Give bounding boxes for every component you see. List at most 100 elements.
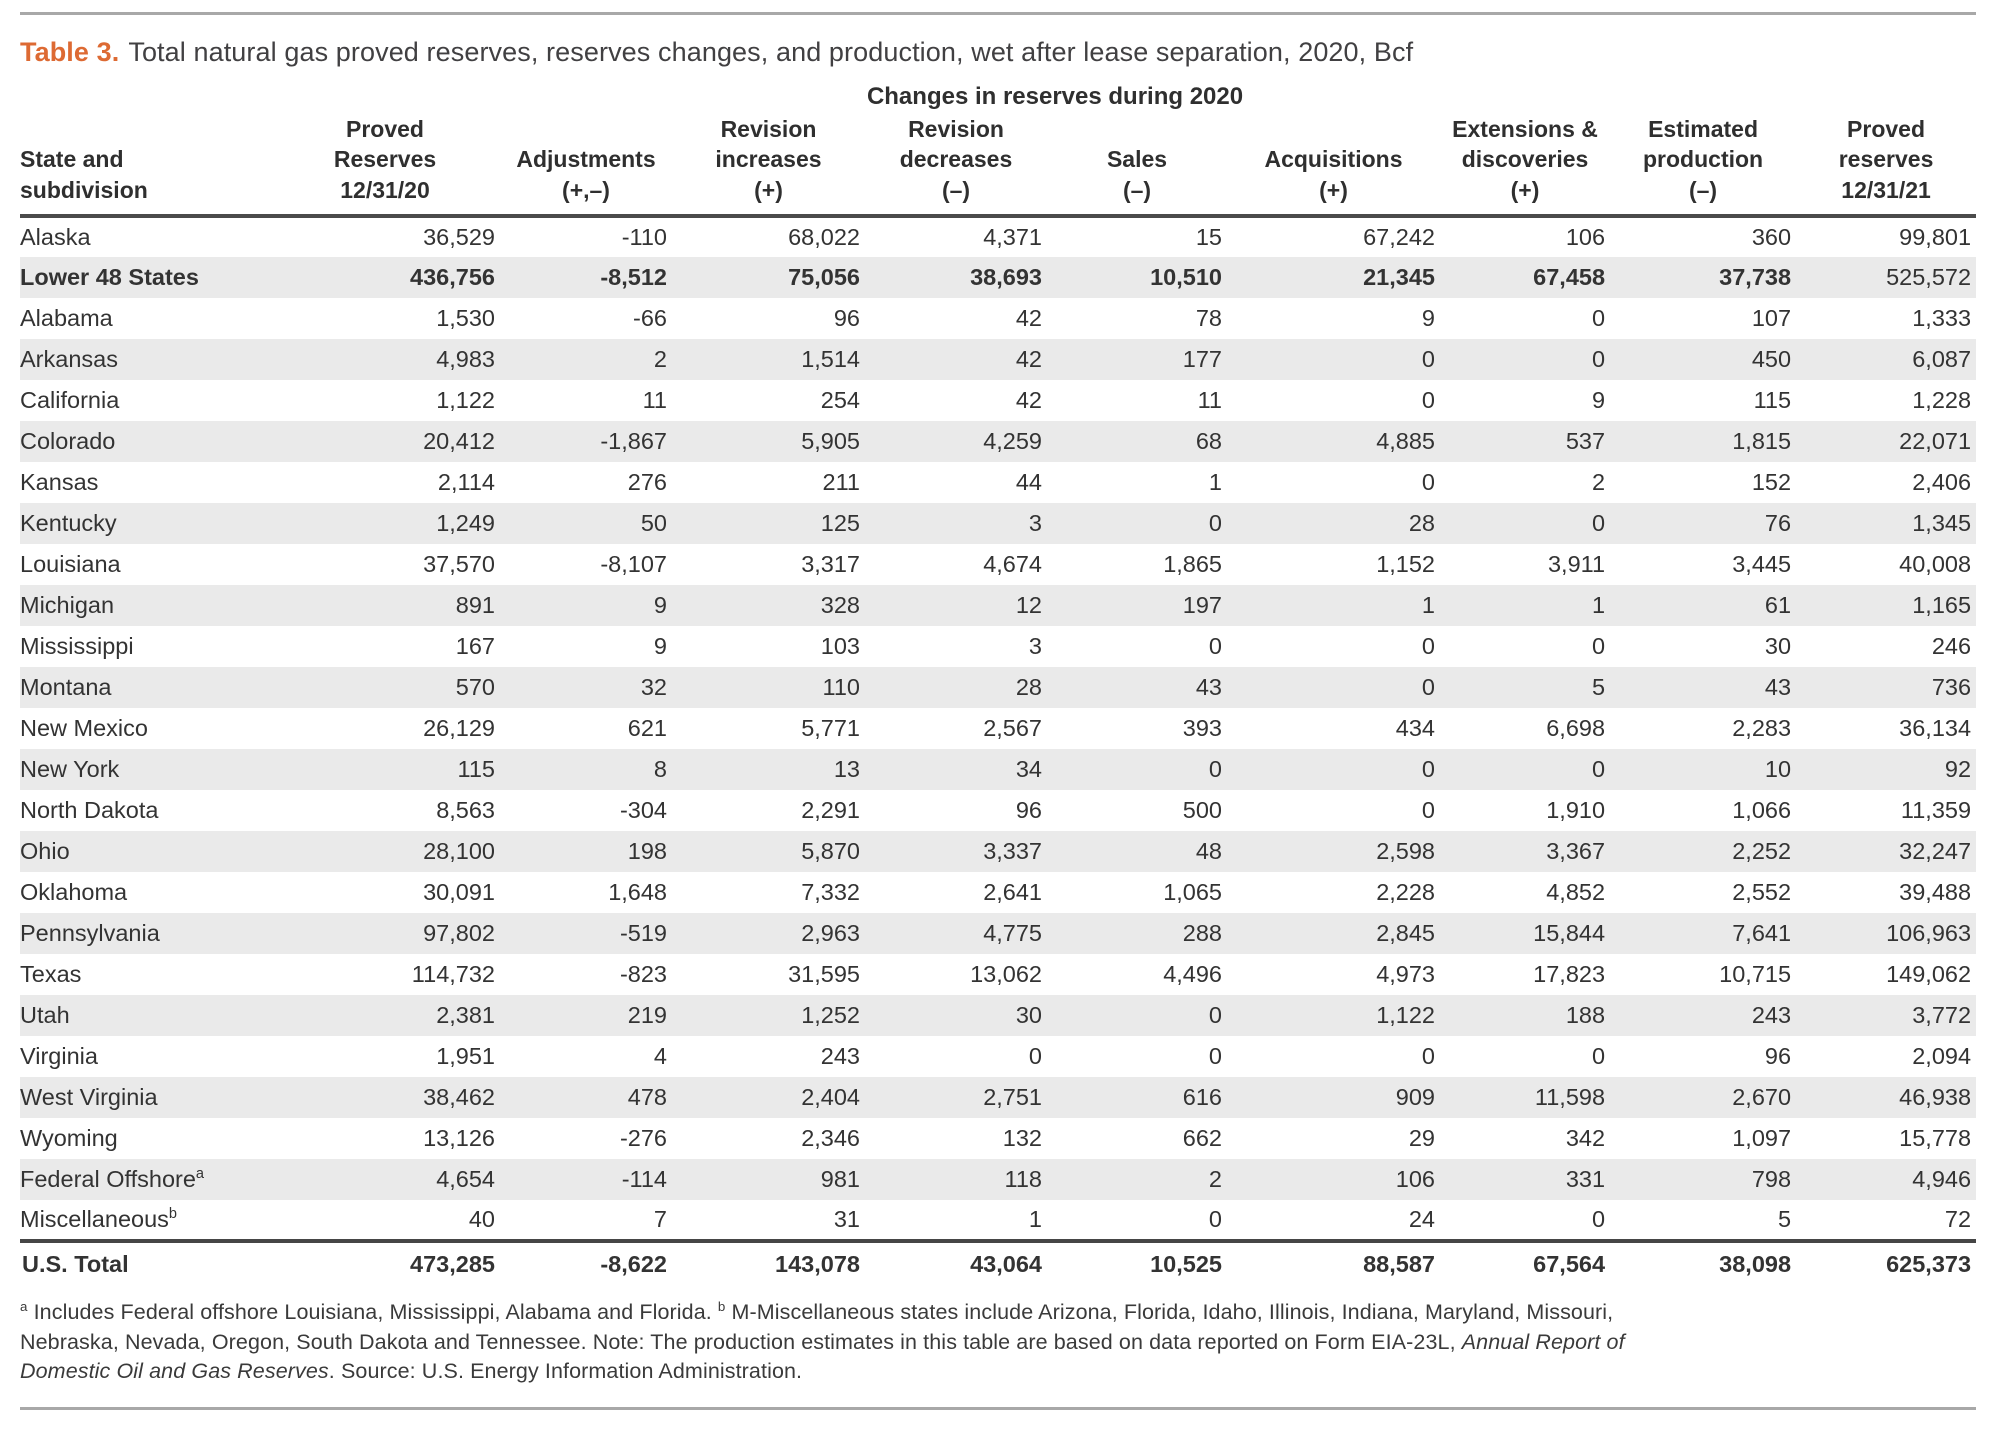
value-cell: 106,963 <box>1886 920 1972 947</box>
value-cell: 11 <box>1197 387 1222 414</box>
value-cell: 450 <box>1751 346 1792 373</box>
value-cell: 2,291 <box>801 797 860 824</box>
value-cell: 0 <box>1208 1002 1222 1029</box>
value-cell: 0 <box>1421 1043 1435 1070</box>
value-cell: 13,126 <box>423 1125 495 1152</box>
value-cell: 2,381 <box>436 1002 495 1029</box>
value-cell: 76 <box>1764 510 1792 537</box>
value-cell: 46,938 <box>1899 1084 1972 1111</box>
value-cell: 67,458 <box>1533 264 1606 291</box>
value-cell: 10,525 <box>1047 1239 1227 1287</box>
value-cell: 143,078 <box>672 1239 865 1287</box>
value-cell: 132 <box>1002 1125 1042 1152</box>
value-cell: 39,488 <box>1899 879 1972 906</box>
value-cell: 1,066 <box>1732 797 1792 824</box>
value-cell: 110 <box>822 674 860 701</box>
value-cell: 393 <box>1182 715 1222 742</box>
value-cell: 36,134 <box>1899 715 1972 742</box>
value-cell: 42 <box>1015 346 1042 373</box>
value-cell: 99,801 <box>1899 224 1972 251</box>
value-cell: 96 <box>1015 797 1042 824</box>
value-cell: 4,973 <box>1376 961 1435 988</box>
value-cell: 3,337 <box>983 838 1042 865</box>
value-cell: 211 <box>822 469 860 496</box>
table-row: Michigan 891 9 328 12 197 1 1 61 1,165 <box>20 585 1977 627</box>
table-row: New York 115 8 13 34 0 0 0 10 92 <box>20 749 1977 791</box>
col-header-proved-reserves-1231-21: Proved reserves 12/31/21 <box>1796 114 1977 219</box>
bottom-divider <box>20 1407 1976 1411</box>
value-cell: 43,064 <box>865 1239 1047 1287</box>
value-cell: 662 <box>1182 1125 1222 1152</box>
total-row: U.S. Total 473,285 -8,622 143,078 43,064 10,5… <box>20 1239 1977 1287</box>
value-cell: 276 <box>627 469 667 496</box>
value-cell: 7,641 <box>1732 920 1792 947</box>
value-cell: 15,778 <box>1899 1125 1972 1152</box>
value-cell: 9 <box>1421 305 1435 332</box>
table-title: Table 3. Total natural gas proved reserve… <box>20 37 1976 68</box>
report-page: Table 3. Total natural gas proved reserve… <box>0 12 1996 1411</box>
value-cell: 2 <box>1208 1166 1222 1193</box>
table-row: Pennsylvania 97,802 -519 2,963 4,775 288 2,845… <box>20 913 1977 955</box>
value-cell: 4,371 <box>983 224 1042 251</box>
value-cell: 1 <box>1208 469 1222 496</box>
value-cell: 243 <box>820 1043 860 1070</box>
value-cell: 43 <box>1764 674 1792 701</box>
row-label: North Dakota <box>20 790 270 831</box>
value-cell: 5,905 <box>801 428 860 455</box>
value-cell: 500 <box>1182 797 1222 824</box>
value-cell: 5 <box>1777 1206 1792 1233</box>
value-cell: 798 <box>1751 1166 1792 1193</box>
group-header-spacer-right <box>1610 72 1976 114</box>
value-cell: 0 <box>1591 1043 1606 1070</box>
value-cell: 2,346 <box>801 1125 860 1152</box>
value-cell: 0 <box>1421 633 1435 660</box>
value-cell: 1,097 <box>1732 1125 1792 1152</box>
value-cell: 616 <box>1182 1084 1222 1111</box>
value-cell: 328 <box>820 592 860 619</box>
table-row: Ohio 28,100 198 5,870 3,337 48 2,598 3,367 2,252… <box>20 831 1977 873</box>
value-cell: 1,910 <box>1546 797 1606 824</box>
table-row: Montana 570 32 110 28 43 0 5 43 736 <box>20 667 1977 709</box>
value-cell: -66 <box>633 305 667 332</box>
table-row: West Virginia 38,462 478 2,404 2,751 616 909 11… <box>20 1077 1977 1119</box>
row-label-superscript: b <box>168 1206 178 1223</box>
value-cell: 20,412 <box>423 428 495 455</box>
value-cell: 107 <box>1751 305 1792 332</box>
value-cell: 38,462 <box>423 1084 495 1111</box>
value-cell: 43 <box>1195 674 1222 701</box>
value-cell: 15 <box>1195 224 1222 251</box>
value-cell: -8,622 <box>500 1239 672 1287</box>
value-cell: 32,247 <box>1899 838 1972 865</box>
value-cell: 2,094 <box>1912 1043 1972 1070</box>
value-cell: 1 <box>1421 592 1435 619</box>
value-cell: 106 <box>1565 224 1606 251</box>
value-cell: 0 <box>1421 756 1435 783</box>
value-cell: 3 <box>1028 633 1042 660</box>
value-cell: 125 <box>820 510 860 537</box>
row-label: Virginia <box>20 1036 270 1077</box>
value-cell: 3,911 <box>1547 551 1606 578</box>
value-cell: 4,259 <box>983 428 1042 455</box>
value-cell: 4,654 <box>436 1166 495 1193</box>
value-cell: 5,870 <box>801 838 860 865</box>
value-cell: -8,512 <box>600 264 667 291</box>
value-cell: 0 <box>1208 1043 1222 1070</box>
value-cell: 473,285 <box>270 1239 500 1287</box>
value-cell: 12 <box>1015 592 1042 619</box>
value-cell: 28,100 <box>423 838 495 865</box>
table-row: Miscellaneousb 40 7 31 1 0 24 0 5 72 <box>20 1200 1976 1241</box>
row-label-text: Federal Offshore <box>20 1166 196 1193</box>
row-label: Texas <box>20 954 270 995</box>
row-label-text: North Dakota <box>20 797 159 824</box>
table-row: Utah 2,381 219 1,252 30 0 1,122 188 243 3,772 <box>20 995 1977 1037</box>
value-cell: 40,008 <box>1899 551 1972 578</box>
value-cell: 115 <box>457 756 495 783</box>
row-label-text: New Mexico <box>20 715 148 742</box>
value-cell: 17,823 <box>1533 961 1606 988</box>
table-row: Oklahoma 30,091 1,648 7,332 2,641 1,065 2,228 4… <box>20 872 1976 913</box>
value-cell: 1,122 <box>436 387 495 414</box>
value-cell: 34 <box>1015 756 1042 783</box>
value-cell: 114,732 <box>411 961 495 988</box>
value-cell: 0 <box>1208 510 1222 537</box>
col-header-extensions-discoveries: Extensions & discoveries (+) <box>1440 114 1611 219</box>
